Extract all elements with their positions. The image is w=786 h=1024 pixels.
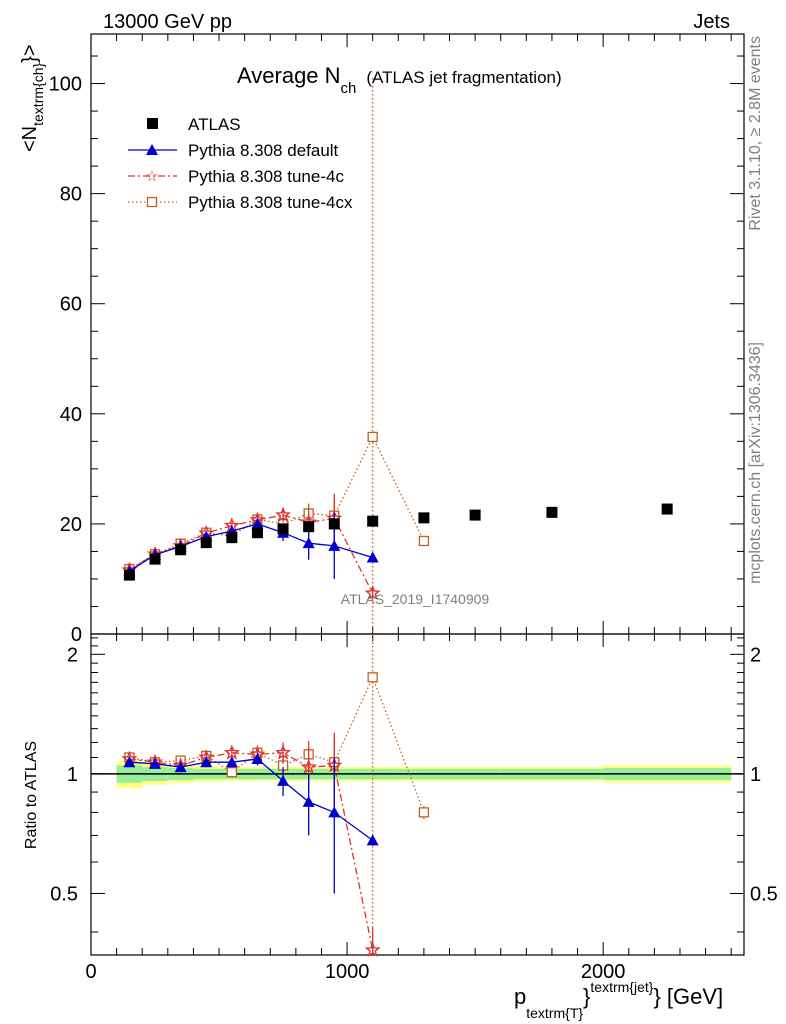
legend-marker-tune4c: ☆: [145, 168, 158, 185]
main-point-atlas: [123, 569, 135, 581]
main-point-atlas: [226, 532, 238, 544]
ratio-point-tune4cx: [418, 807, 430, 818]
mcplots-label: mcplots.cern.ch [arXiv:1306.3436]: [747, 342, 764, 584]
y-tick-label: 80: [60, 184, 82, 206]
ratio-y-tick-label: 0.5: [50, 883, 78, 905]
ratio-point-default: [174, 761, 187, 773]
ratio-y-tick-label-right: 2: [750, 644, 761, 666]
analysis-watermark: ATLAS_2019_I1740909: [341, 591, 490, 607]
ratio-point-tune4c: [300, 758, 317, 775]
ylabel-main: <Ntextrm{ch}}>: [19, 44, 46, 152]
main-point-atlas: [418, 512, 430, 524]
legend-label-tune4cx: Pythia 8.308 tune-4cx: [188, 193, 353, 212]
ratio-point-default: [200, 756, 213, 768]
ratio-y-tick-label-right: 1: [750, 764, 761, 786]
main-point-atlas: [149, 553, 161, 565]
main-line-tune4c: [129, 514, 374, 594]
y-tick-label: 60: [60, 294, 82, 316]
main-point-atlas: [277, 523, 289, 535]
ratio-y-tick-label: 1: [67, 764, 78, 786]
xlabel: ptextrm{T}}textrm{jet}} [GeV]: [514, 979, 723, 1021]
svg-text:ptextrm{T}}textrm{jet}} [GeV]: ptextrm{T}}textrm{jet}} [GeV]: [514, 979, 723, 1021]
y-tick-label: 20: [60, 514, 82, 536]
main-point-atlas: [303, 521, 315, 533]
ratio-point-default: [302, 795, 315, 807]
legend-item-atlas: ATLAS: [147, 115, 241, 134]
x-tick-label: 2000: [581, 961, 626, 983]
main-point-tune4c: [275, 506, 291, 523]
ratio-point-default: [277, 774, 290, 786]
svg-text:<Ntextrm{ch}}>: <Ntextrm{ch}}>: [19, 44, 46, 152]
ratio-point-default: [251, 753, 264, 765]
main-point-atlas: [328, 518, 340, 530]
ratio-point-tune4c: [364, 941, 381, 958]
main-point-atlas: [661, 503, 673, 515]
ratio-point-tune4c: [275, 744, 291, 760]
ratio-frame: [90, 633, 745, 956]
y-tick-label: 100: [49, 74, 82, 96]
main-point-atlas: [546, 506, 558, 518]
ratio-point-default: [149, 757, 162, 769]
x-tick-label: 1000: [325, 961, 370, 983]
main-point-default: [366, 551, 379, 563]
main-point-default: [328, 539, 341, 551]
ratio-point-tune4cx: [226, 767, 237, 778]
main-point-atlas: [200, 537, 212, 549]
legend-item-default: Pythia 8.308 default: [128, 141, 339, 160]
main-point-atlas: [367, 515, 379, 527]
ratio-point-default: [123, 756, 136, 768]
legend-label-default: Pythia 8.308 default: [188, 141, 339, 160]
ylabel-ratio: Ratio to ATLAS: [23, 741, 40, 849]
legend-item-tune4cx: Pythia 8.308 tune-4cx: [128, 193, 353, 212]
ratio-y-tick-label-right: 0.5: [750, 883, 778, 905]
main-point-atlas: [175, 544, 187, 556]
ratio-y-tick-label: 2: [67, 644, 78, 666]
rivet-version-label: Rivet 3.1.10, ≥ 2.8M events: [747, 36, 764, 231]
main-point-atlas: [469, 509, 481, 521]
ratio-point-default: [366, 834, 379, 846]
legend-item-tune4c: ☆ Pythia 8.308 tune-4c: [128, 167, 344, 186]
process-label: Jets: [693, 11, 730, 33]
ratio-point-default: [328, 806, 341, 818]
main-point-default: [251, 517, 264, 529]
energy-label: 13000 GeV pp: [103, 11, 232, 33]
legend-label-atlas: ATLAS: [188, 115, 241, 134]
legend-marker-default: [146, 144, 158, 155]
main-point-tune4cx: [367, 431, 378, 443]
legend-marker-tune4cx: [146, 196, 158, 208]
ratio-line-default: [129, 758, 374, 841]
main-point-tune4cx: [418, 535, 430, 547]
main-point-tune4c: [364, 584, 381, 601]
x-tick-label: 0: [85, 961, 96, 983]
main-point-atlas: [251, 527, 263, 539]
ratio-line-tune4c: [129, 752, 374, 951]
legend: ATLAS Pythia 8.308 default ☆ Pythia 8.30…: [128, 115, 353, 212]
legend-label-tune4c: Pythia 8.308 tune-4c: [188, 167, 344, 186]
ratio-point-tune4cx: [367, 672, 378, 683]
legend-marker-atlas: [147, 118, 158, 129]
ratio-line-tune4cx: [129, 675, 425, 813]
plot-title: Average Nch(ATLAS jet fragmentation): [237, 63, 562, 97]
y-tick-label: 40: [60, 404, 82, 426]
y-tick-label: 0: [71, 624, 82, 646]
ratio-point-tune4c: [223, 744, 240, 760]
main-line-default: [129, 523, 373, 572]
ratio-point-default: [225, 756, 238, 768]
main-point-default: [302, 537, 315, 549]
